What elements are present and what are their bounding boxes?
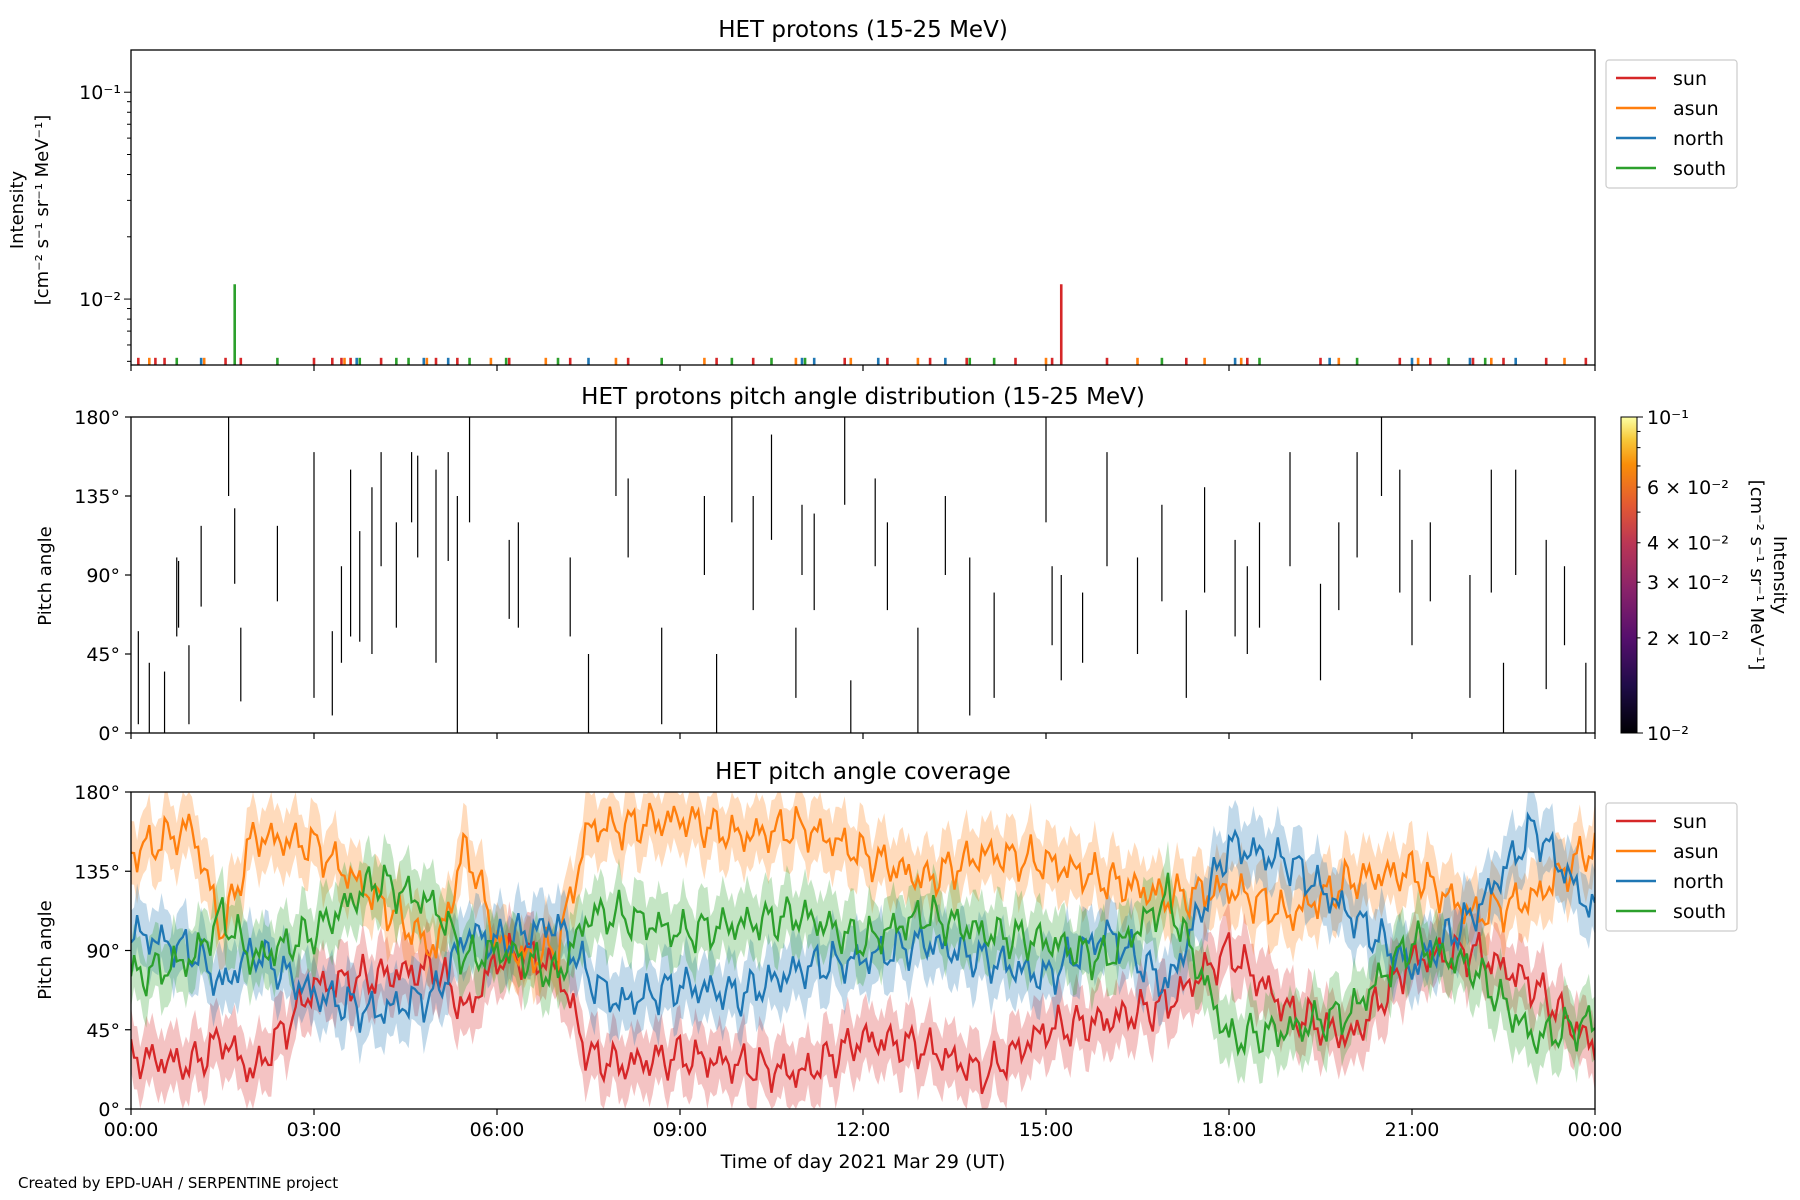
colorbar-ticks: 10⁻¹ 6 × 10⁻² 4 × 10⁻² 3 × 10⁻² 2 × 10⁻² 10⁻² [1637, 407, 1729, 745]
colorbar-label-line1: Intensity [1769, 536, 1790, 615]
panel3-yticks: 0° 45° 90° 135° 180° [74, 782, 131, 1121]
legend-label-south: south [1673, 158, 1726, 180]
panel2-frame [130, 416, 1596, 734]
panel1-title: HET protons (15-25 MeV) [718, 17, 1008, 43]
colorbar-tick-label: 3 × 10⁻² [1647, 572, 1729, 594]
xtick-label: 06:00 [470, 1119, 525, 1141]
panel1-xticks [130, 365, 1596, 371]
xtick-label: 15:00 [1019, 1119, 1074, 1141]
ytick-label: 45° [86, 644, 120, 666]
legend-label-asun: asun [1673, 841, 1719, 863]
series-line-sun [131, 931, 1595, 1095]
panel3-xticks: 00:00 03:00 06:00 09:00 12:00 15:00 18:00 21:00… [104, 1109, 1623, 1141]
panel2-yticks: 0° 45° 90° 135° 180° [74, 407, 131, 745]
panel2-title: HET protons pitch angle distribution (15… [581, 384, 1145, 410]
xtick-label: 21:00 [1385, 1119, 1440, 1141]
ytick-label: 10⁻¹ [79, 82, 121, 104]
ytick-label: 180° [74, 407, 120, 429]
legend-label-sun: sun [1673, 811, 1707, 833]
panel3-frame [130, 791, 1596, 1110]
panel-intensity: HET protons (15-25 MeV) Intensity [cm⁻² … [7, 17, 1596, 371]
legend-label-north: north [1673, 871, 1724, 893]
panel1-yticks: 10⁻¹ 10⁻² [79, 82, 131, 362]
panel-pad: HET protons pitch angle distribution (15… [35, 384, 1596, 745]
band-asun [131, 792, 1595, 1005]
xtick-label: 03:00 [287, 1119, 342, 1141]
xtick-label: 18:00 [1202, 1119, 1257, 1141]
panel3-legend: sun asun north south [1605, 802, 1738, 932]
xtick-label: 00:00 [1568, 1119, 1623, 1141]
legend-label-asun: asun [1673, 98, 1719, 120]
panel2-ylabel: Pitch angle [35, 526, 56, 625]
ytick-label: 45° [86, 1020, 120, 1042]
ytick-label: 90° [86, 941, 120, 963]
colorbar: 10⁻¹ 6 × 10⁻² 4 × 10⁻² 3 × 10⁻² 2 × 10⁻² 10⁻²… [1620, 407, 1790, 745]
panel1-legend: sun asun north south [1605, 59, 1738, 189]
legend-label-sun: sun [1673, 68, 1707, 90]
legend-label-south: south [1673, 901, 1726, 923]
panel3-series [131, 792, 1595, 1109]
panel2-xticks [130, 733, 1596, 739]
colorbar-label-line2: [cm⁻² s⁻¹ sr⁻¹ MeV⁻¹] [1746, 480, 1767, 671]
panel1-frame [130, 49, 1596, 366]
ytick-label: 90° [86, 565, 120, 587]
xtick-label: 09:00 [653, 1119, 708, 1141]
colorbar-tick-label: 10⁻¹ [1647, 407, 1689, 429]
series-line-north [131, 811, 1595, 1033]
ytick-label: 135° [74, 486, 120, 508]
ytick-label: 10⁻² [79, 289, 121, 311]
panel1-ylabel-line2: [cm⁻² s⁻¹ sr⁻¹ MeV⁻¹] [32, 115, 53, 306]
series-line-south [131, 864, 1595, 1057]
colorbar-tick-label: 2 × 10⁻² [1647, 628, 1729, 650]
panel1-spikes [137, 284, 1588, 365]
colorbar-gradient [1620, 416, 1638, 734]
ytick-label: 135° [74, 861, 120, 883]
panel3-title: HET pitch angle coverage [715, 759, 1011, 785]
xtick-label: 00:00 [104, 1119, 159, 1141]
footer-credit: Created by EPD-UAH / SERPENTINE project [18, 1174, 339, 1192]
xtick-label: 12:00 [836, 1119, 891, 1141]
panel2-segments [137, 417, 1587, 733]
panel1-legend-entries: sun asun north south [1616, 68, 1726, 180]
panel1-ylabel-line1: Intensity [7, 170, 28, 249]
ytick-label: 0° [98, 723, 120, 745]
colorbar-tick-label: 10⁻² [1647, 723, 1689, 745]
legend-label-north: north [1673, 128, 1724, 150]
panel-coverage: HET pitch angle coverage Pitch angle 0° 4… [35, 759, 1622, 1173]
panel3-xlabel: Time of day 2021 Mar 29 (UT) [720, 1151, 1006, 1173]
band-north [131, 792, 1595, 1065]
panel3-legend-entries: sun asun north south [1616, 811, 1726, 923]
ytick-label: 180° [74, 782, 120, 804]
colorbar-tick-label: 6 × 10⁻² [1647, 477, 1729, 499]
band-south [131, 833, 1595, 1086]
colorbar-tick-label: 4 × 10⁻² [1647, 533, 1729, 555]
ytick-label: 0° [98, 1099, 120, 1121]
panel3-ylabel: Pitch angle [35, 900, 56, 999]
band-sun [131, 900, 1595, 1109]
